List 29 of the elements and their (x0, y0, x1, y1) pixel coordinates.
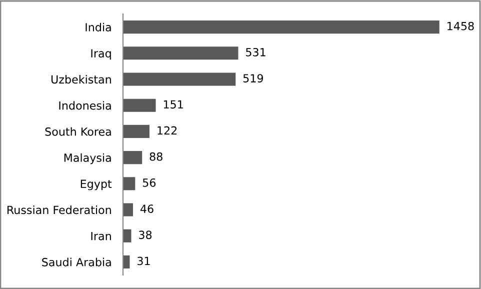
data-label: 122 (158, 126, 177, 135)
data-label: 31 (138, 256, 150, 266)
y-tick-label: Uzbekistan (51, 75, 111, 84)
y-tick-label: Egypt (80, 180, 112, 190)
y-tick-label: Malaysia (64, 153, 111, 164)
bar (123, 20, 440, 34)
data-label: 519 (243, 74, 263, 82)
y-tick-label: Iran (91, 232, 111, 240)
bar (123, 124, 150, 138)
bar (123, 98, 156, 112)
data-label: 46 (140, 204, 154, 213)
data-label: 38 (139, 230, 152, 240)
data-label: 531 (246, 48, 266, 56)
bar (123, 72, 236, 86)
y-tick-label: India (86, 22, 111, 32)
data-label: 1458 (448, 22, 474, 30)
data-label: 151 (164, 100, 183, 109)
y-tick-label: Russian Federation (8, 206, 111, 214)
y-tick-label: Indonesia (59, 101, 111, 110)
y-tick-label: South Korea (45, 127, 111, 136)
data-label: 56 (142, 178, 156, 187)
bar (123, 46, 238, 60)
data-label: 88 (150, 152, 162, 161)
y-tick-label: Iraq (91, 49, 111, 60)
y-tick-label: Saudi Arabia (42, 258, 111, 266)
bar (123, 229, 132, 242)
bar (123, 151, 142, 164)
bar (123, 203, 133, 216)
bar (123, 177, 136, 190)
